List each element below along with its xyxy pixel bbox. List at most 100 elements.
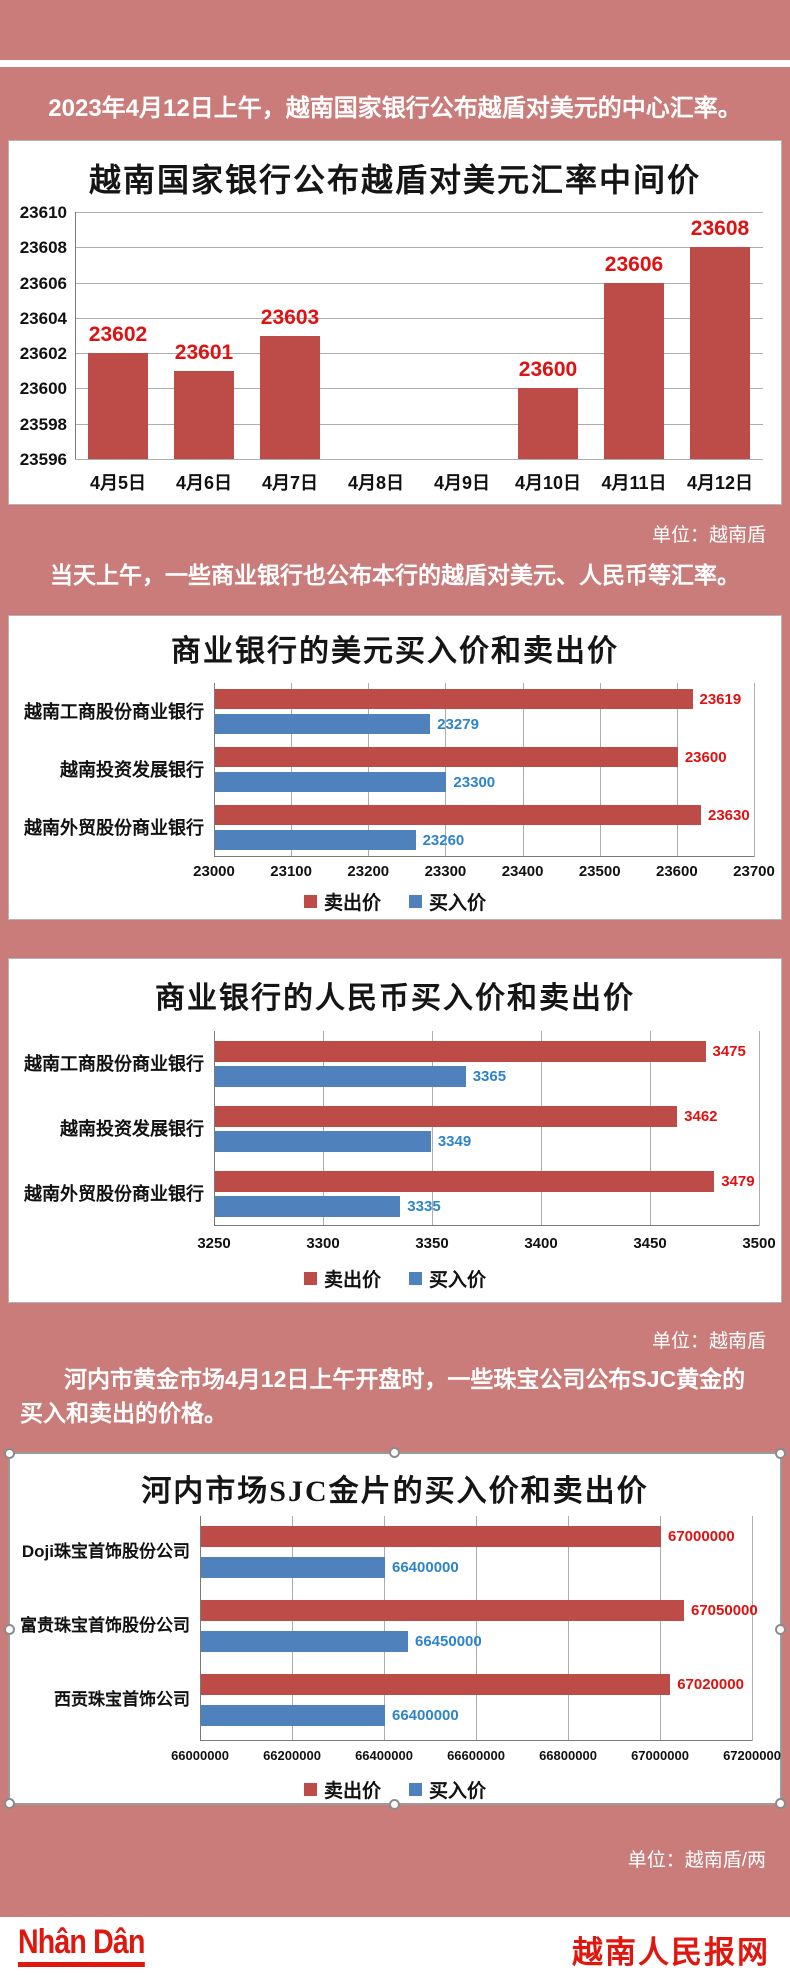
grid-line <box>676 683 678 857</box>
selection-handle-left-middle[interactable] <box>4 1624 15 1635</box>
column-bar <box>690 247 750 459</box>
legend-item: 卖出价 <box>303 888 381 915</box>
grid-line <box>75 317 763 319</box>
bar-chart-usd: 23000 23100 23200 23300 23400 23500 23600 23700… <box>9 616 781 919</box>
selection-handle-top-center[interactable] <box>389 1447 400 1458</box>
data-label: 23600 <box>518 358 578 382</box>
x-axis-tick-label: 4月6日 <box>175 473 233 493</box>
x-axis-tick-label: 4月7日 <box>261 473 319 493</box>
intro-text-central-rate: 2023年4月12日上午，越南国家银行公布越盾对美元的中心汇率。 <box>48 95 742 122</box>
legend-item: 买入价 <box>409 1776 486 1803</box>
y-axis-tick-label: 23598 <box>19 414 67 434</box>
grid-line <box>75 282 763 284</box>
value-label: 3475 <box>712 1043 746 1060</box>
value-label: 23630 <box>708 806 750 824</box>
buy-bar <box>201 1705 385 1726</box>
sell-bar <box>201 1674 671 1695</box>
sell-bar <box>215 689 693 709</box>
grid-line <box>432 1031 433 1226</box>
legend-swatch <box>303 895 317 908</box>
axis-lines <box>214 683 754 857</box>
grid-line <box>754 683 755 857</box>
value-label: 23279 <box>437 715 479 733</box>
grid-line <box>599 683 601 857</box>
selection-handle-top-left[interactable] <box>4 1448 15 1459</box>
x-axis-tick-label: 4月9日 <box>433 473 491 493</box>
x-axis-tick-label: 4月8日 <box>347 473 405 493</box>
y-axis-tick-label: 23604 <box>19 308 67 328</box>
grid-line <box>75 247 763 249</box>
axis-lines <box>214 1031 759 1226</box>
sell-bar <box>215 805 701 825</box>
chart-panel-sjc-gold: 河内市场SJC金片的买入价和卖出价 66000000 66200000 664000… <box>4 1447 786 1810</box>
footer-bar: Nhân Dân 越南人民报网 <box>0 1917 790 1975</box>
x-axis-tick-label: 66400000 <box>355 1748 413 1763</box>
value-label: 67020000 <box>677 1676 744 1693</box>
unit-note: 单位：越南盾 <box>651 1331 766 1352</box>
value-label: 67000000 <box>668 1528 735 1545</box>
legend-label: 卖出价 <box>323 1781 381 1802</box>
grid-line <box>660 1516 661 1741</box>
nhandan-logo[interactable]: Nhân Dân <box>18 1923 145 1967</box>
x-axis-tick-label: 23100 <box>270 863 312 880</box>
selection-handle-bottom-center[interactable] <box>389 1799 400 1810</box>
sell-bar <box>201 1526 661 1547</box>
site-name[interactable]: 越南人民报网 <box>572 1935 770 1970</box>
x-axis-tick-label: 66600000 <box>447 1748 505 1763</box>
x-axis-tick-label: 3400 <box>524 1235 558 1252</box>
selection-handle-bottom-right[interactable] <box>775 1798 786 1809</box>
buy-bar <box>215 1196 401 1217</box>
x-axis-tick-label: 4月12日 <box>686 473 754 493</box>
x-axis-tick-label: 3500 <box>742 1235 776 1252</box>
selection-handle-right-middle[interactable] <box>775 1624 786 1635</box>
chart-title: 商业银行的美元买入价和卖出价 <box>171 635 619 668</box>
buy-bar <box>215 1131 431 1152</box>
x-axis-tick-label: 23700 <box>733 863 775 880</box>
buy-bar <box>215 772 447 792</box>
buy-bar <box>201 1557 385 1578</box>
value-label: 23260 <box>422 831 465 849</box>
grid-line <box>75 388 763 390</box>
chart-title: 越南国家银行公布越盾对美元汇率中间价 <box>88 162 701 198</box>
y-axis-tick-label: 23602 <box>19 344 67 364</box>
x-axis-tick-label: 4月11日 <box>601 473 667 493</box>
chart-title: 河内市场SJC金片的买入价和卖出价 <box>141 1475 649 1508</box>
value-label: 23619 <box>699 690 742 708</box>
column-bar <box>518 388 578 459</box>
bar-chart-cny: 3250 3300 3350 3400 3450 3500 越南工商股份商业银行 3475 33… <box>9 959 781 1302</box>
chart-panel-cny: 商业银行的人民币买入价和卖出价 3250 3300 3350 3400 3450 3500… <box>8 958 782 1303</box>
x-axis-tick-label: 23300 <box>424 863 467 880</box>
value-label: 3479 <box>721 1173 755 1190</box>
chart-legend: 卖出价 买入价 <box>10 1776 780 1803</box>
buy-bar <box>215 830 416 850</box>
column-bar <box>604 282 664 459</box>
intro-text-commercial-banks: 当天上午，一些商业银行也公布本行的越盾对美元、人民币等汇率。 <box>50 562 740 588</box>
grid-line <box>291 683 293 857</box>
chart-legend: 卖出价 买入价 <box>9 1265 781 1292</box>
grid-line <box>368 683 370 857</box>
category-label: 西贡珠宝首饰公司 <box>54 1690 190 1709</box>
column-bar <box>174 370 234 459</box>
axis-lines <box>200 1516 752 1741</box>
x-axis-tick-label: 4月5日 <box>89 473 147 493</box>
x-axis-tick-label: 66200000 <box>263 1748 321 1763</box>
intro-text-gold-line2: 买入和卖出的价格。 <box>20 1400 227 1426</box>
sell-bar <box>201 1600 684 1621</box>
value-label: 66450000 <box>415 1633 482 1650</box>
category-label: 越南工商股份商业银行 <box>24 1054 204 1074</box>
legend-label: 卖出价 <box>323 1270 381 1291</box>
value-label: 3335 <box>407 1198 441 1215</box>
data-label: 23608 <box>690 217 750 241</box>
grid-line <box>384 1516 385 1741</box>
sell-bar <box>215 747 678 767</box>
y-axis-tick-label: 23610 <box>19 203 67 222</box>
grid-line <box>650 1031 651 1226</box>
selection-handle-bottom-left[interactable] <box>4 1798 15 1809</box>
category-label: 越南外贸股份商业银行 <box>24 817 204 838</box>
selection-handle-top-right[interactable] <box>775 1448 786 1459</box>
x-axis-tick-label: 67000000 <box>631 1748 689 1763</box>
grid-line <box>476 1516 477 1741</box>
intro-text-gold: 河内市黄金市场4月12日上午开盘时，一些珠宝公司公布SJC黄金的 买入和卖出的价… <box>20 1362 772 1430</box>
legend-swatch <box>409 1783 422 1796</box>
x-axis-tick-label: 66000000 <box>171 1748 229 1763</box>
